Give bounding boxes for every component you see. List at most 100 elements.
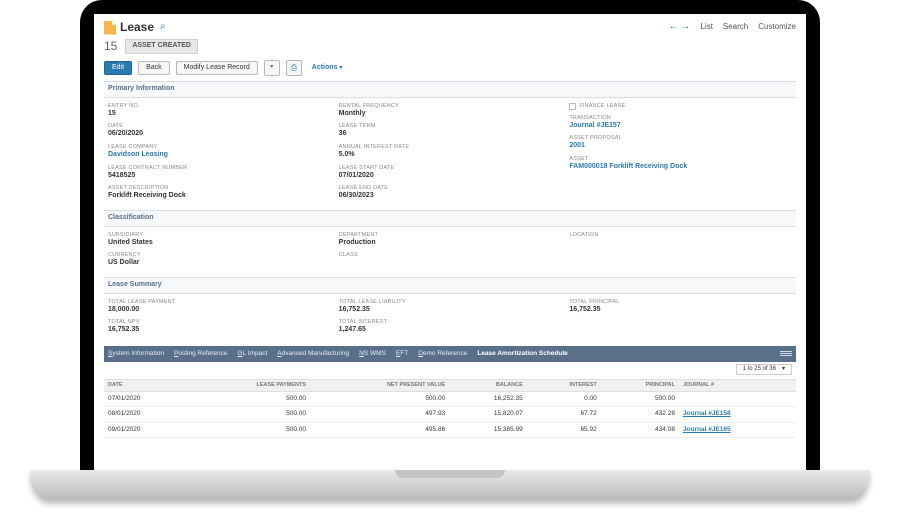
col-header[interactable]: INTEREST: [527, 380, 601, 392]
nav-customize[interactable]: Customize: [758, 22, 796, 31]
val-total-payment: 18,000.00: [108, 306, 331, 315]
table-cell: 15,820.07: [449, 407, 527, 422]
nav-prev[interactable]: ←: [669, 21, 679, 32]
lbl-lease-term: LEASE TERM: [339, 123, 562, 130]
table-row[interactable]: 09/01/2020500.00495.8615,385.9965.92434.…: [104, 422, 796, 437]
edit-button[interactable]: Edit: [104, 61, 132, 76]
print-button[interactable]: ⎙: [286, 60, 302, 76]
col-header[interactable]: DATE: [104, 380, 189, 392]
section-classification: Classification: [104, 210, 796, 227]
record-id: 15: [104, 39, 117, 54]
laptop-base: [30, 470, 870, 500]
val-date: 06/20/2020: [108, 130, 331, 139]
table-cell: 495.86: [310, 422, 449, 437]
lbl-proposal: ASSET PROPOSAL: [569, 135, 792, 142]
val-currency: US Dollar: [108, 259, 331, 268]
val-interest: 1,247.65: [339, 326, 562, 335]
search-icon[interactable]: ⌕: [160, 21, 166, 34]
lbl-asset: ASSET: [569, 156, 792, 163]
col-header[interactable]: BALANCE: [449, 380, 527, 392]
lbl-total-payment: TOTAL LEASE PAYMENT: [108, 299, 331, 306]
pager[interactable]: 1 to 25 of 36 ▾: [736, 364, 792, 376]
val-lease-company[interactable]: Davidson Leasing: [108, 151, 331, 160]
table-cell: [679, 392, 796, 407]
val-lease-term: 36: [339, 130, 562, 139]
table-cell: 500.00: [310, 392, 449, 407]
val-principal: 16,752.35: [569, 306, 792, 315]
page-title: Lease: [120, 20, 154, 35]
table-cell: 0.00: [527, 392, 601, 407]
val-rental-freq: Monthly: [339, 110, 562, 119]
lbl-subsidiary: SUBSIDIARY: [108, 232, 331, 239]
table-cell: 08/01/2020: [104, 407, 189, 422]
lbl-npv: TOTAL NPV: [108, 319, 331, 326]
table-cell: 09/01/2020: [104, 422, 189, 437]
subtab[interactable]: Lease Amortization Schedule: [477, 350, 567, 358]
section-primary: Primary Information: [104, 81, 796, 98]
header-nav: ← → List Search Customize: [669, 21, 796, 34]
lbl-lease-company: LEASE COMPANY: [108, 144, 331, 151]
subtab-menu-icon[interactable]: [780, 349, 792, 359]
laptop-frame: Lease ⌕ ← → List Search Customize 15 ASS…: [80, 0, 820, 480]
lbl-location: LOCATION: [569, 232, 792, 239]
lbl-date: DATE: [108, 123, 331, 130]
lbl-entry-no: ENTRY NO.: [108, 103, 331, 110]
table-cell: 500.00: [601, 392, 679, 407]
journal-link[interactable]: Journal #JE158: [679, 407, 796, 422]
table-cell: 65.92: [527, 422, 601, 437]
nav-next[interactable]: →: [681, 21, 691, 32]
lbl-rental-freq: RENTAL FREQUENCY: [339, 103, 562, 110]
col-header[interactable]: NET PRESENT VALUE: [310, 380, 449, 392]
table-cell: 16,252.35: [449, 392, 527, 407]
actions-menu[interactable]: Actions ▾: [312, 64, 343, 73]
subtab[interactable]: EFT: [396, 350, 408, 358]
col-header[interactable]: JOURNAL #: [679, 380, 796, 392]
col-header[interactable]: LEASE PAYMENTS: [189, 380, 310, 392]
subtab[interactable]: Posting Reference: [174, 350, 227, 358]
table-cell: 500.00: [189, 392, 310, 407]
lbl-class: CLASS: [339, 252, 562, 259]
table-cell: 500.00: [189, 422, 310, 437]
subtab[interactable]: Demo Reference: [418, 350, 467, 358]
more-button[interactable]: ▾: [264, 60, 280, 76]
lbl-liability: TOTAL LEASE LIABILITY: [339, 299, 562, 306]
subtab[interactable]: GL Impact: [238, 350, 268, 358]
nav-list[interactable]: List: [700, 22, 712, 31]
lbl-interest: TOTAL INTEREST: [339, 319, 562, 326]
lbl-txn: TRANSACTION: [569, 115, 792, 122]
section-summary: Lease Summary: [104, 277, 796, 294]
lease-file-icon: [104, 21, 116, 35]
finance-lease-checkbox[interactable]: FINANCE LEASE: [569, 103, 625, 110]
val-department: Production: [339, 239, 562, 248]
lbl-principal: TOTAL PRINCIPAL: [569, 299, 792, 306]
lbl-air: ANNUAL INTEREST RATE: [339, 144, 562, 151]
table-cell: 497.93: [310, 407, 449, 422]
lbl-asset-desc: ASSET DESCRIPTION: [108, 185, 331, 192]
subtab[interactable]: System Information: [108, 350, 164, 358]
val-asset[interactable]: FAM000018 Forklift Receiving Dock: [569, 163, 792, 172]
val-end: 06/30/2023: [339, 192, 562, 201]
amortization-table: DATELEASE PAYMENTSNET PRESENT VALUEBALAN…: [104, 379, 796, 437]
laptop-notch: [395, 470, 505, 478]
subtab[interactable]: Advanced Manufacturing: [277, 350, 349, 358]
val-txn[interactable]: Journal #JE157: [569, 122, 792, 131]
back-button[interactable]: Back: [138, 61, 170, 76]
table-cell: 67.72: [527, 407, 601, 422]
table-cell: 432.28: [601, 407, 679, 422]
col-header[interactable]: PRINCIPAL: [601, 380, 679, 392]
journal-link[interactable]: Journal #JE165: [679, 422, 796, 437]
table-cell: 07/01/2020: [104, 392, 189, 407]
val-contract: 5418525: [108, 172, 331, 181]
val-proposal[interactable]: 2001: [569, 142, 792, 151]
val-npv: 16,752.35: [108, 326, 331, 335]
lbl-contract: LEASE CONTRACT NUMBER: [108, 165, 331, 172]
status-badge: ASSET CREATED: [125, 39, 198, 54]
subtab[interactable]: NS WMS: [359, 350, 386, 358]
table-row[interactable]: 07/01/2020500.00500.0016,252.350.00500.0…: [104, 392, 796, 407]
table-row[interactable]: 08/01/2020500.00497.9315,820.0767.72432.…: [104, 407, 796, 422]
val-start: 07/01/2020: [339, 172, 562, 181]
nav-search[interactable]: Search: [723, 22, 748, 31]
lbl-end: LEASE END DATE: [339, 185, 562, 192]
modify-lease-button[interactable]: Modify Lease Record: [176, 61, 258, 76]
chevron-down-icon: ▾: [782, 366, 785, 374]
